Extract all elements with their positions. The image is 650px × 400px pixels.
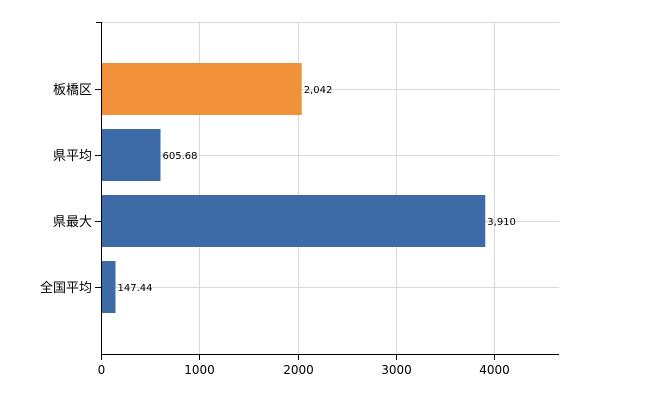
x-tick-label-0: 0 bbox=[98, 363, 106, 377]
bar-3 bbox=[101, 261, 116, 313]
category-label-1: 県平均 bbox=[53, 149, 92, 164]
x-tick-label-1: 1000 bbox=[184, 363, 215, 377]
x-tick-label-4: 4000 bbox=[479, 363, 510, 377]
category-label-0: 板橋区 bbox=[53, 83, 92, 98]
axes bbox=[95, 22, 559, 360]
x-tick-label-2: 2000 bbox=[283, 363, 314, 377]
bar-0 bbox=[101, 63, 302, 115]
data-label-0: 2,042 bbox=[304, 85, 333, 96]
data-label-1: 605.68 bbox=[163, 151, 198, 162]
data-label-3: 147.44 bbox=[117, 283, 152, 294]
bars bbox=[101, 63, 486, 313]
bar-2 bbox=[101, 195, 486, 247]
category-label-2: 県最大 bbox=[53, 215, 92, 230]
category-label-3: 全国平均 bbox=[40, 280, 92, 296]
bar-1 bbox=[101, 129, 161, 181]
x-tick-label-3: 3000 bbox=[381, 363, 412, 377]
data-label-2: 3,910 bbox=[487, 217, 516, 228]
